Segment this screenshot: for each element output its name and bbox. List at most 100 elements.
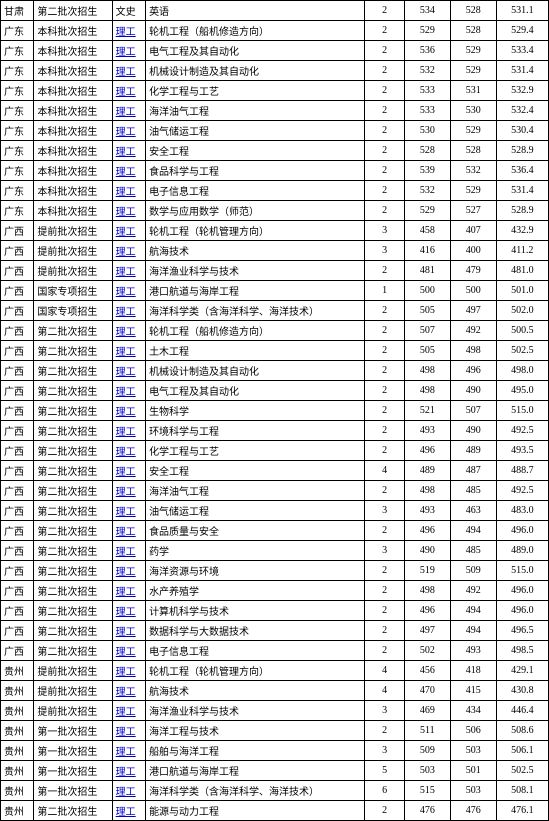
score-low-cell: 529	[450, 181, 496, 201]
category-link[interactable]: 理工	[116, 407, 136, 418]
category-link[interactable]: 理工	[116, 127, 136, 138]
score-low-cell: 489	[450, 441, 496, 461]
score-low-cell: 418	[450, 661, 496, 681]
category-link[interactable]: 理工	[116, 687, 136, 698]
category-link[interactable]: 理工	[116, 87, 136, 98]
category-link[interactable]: 理工	[116, 667, 136, 678]
category-link[interactable]: 理工	[116, 67, 136, 78]
category-link[interactable]: 理工	[116, 747, 136, 758]
score-high-cell: 534	[404, 1, 450, 21]
score-low-cell: 407	[450, 221, 496, 241]
category-link[interactable]: 理工	[116, 227, 136, 238]
score-high-cell: 489	[404, 461, 450, 481]
table-row: 广西第二批次招生理工数据科学与大数据技术2497494496.5	[1, 621, 549, 641]
category-link[interactable]: 理工	[116, 307, 136, 318]
batch-cell: 第二批次招生	[34, 641, 112, 661]
category-link[interactable]: 理工	[116, 487, 136, 498]
major-cell: 海洋油气工程	[146, 481, 365, 501]
category-link[interactable]: 理工	[116, 187, 136, 198]
batch-cell: 第一批次招生	[34, 781, 112, 801]
category-cell: 理工	[112, 661, 145, 681]
major-cell: 计算机科学与技术	[146, 601, 365, 621]
major-cell: 能源与动力工程	[146, 801, 365, 821]
batch-cell: 第二批次招生	[34, 341, 112, 361]
category-link[interactable]: 理工	[116, 627, 136, 638]
table-row: 贵州提前批次招生理工航海技术4470415430.8	[1, 681, 549, 701]
category-link[interactable]: 理工	[116, 587, 136, 598]
category-cell: 理工	[112, 601, 145, 621]
category-cell: 理工	[112, 201, 145, 221]
table-row: 广西提前批次招生理工海洋渔业科学与技术2481479481.0	[1, 261, 549, 281]
batch-cell: 第一批次招生	[34, 721, 112, 741]
table-row: 广西第二批次招生理工土木工程2505498502.5	[1, 341, 549, 361]
category-link[interactable]: 理工	[116, 427, 136, 438]
batch-cell: 第二批次招生	[34, 601, 112, 621]
category-link[interactable]: 理工	[116, 167, 136, 178]
category-link[interactable]: 理工	[116, 207, 136, 218]
table-row: 广东本科批次招生理工机械设计制造及其自动化2532529531.4	[1, 61, 549, 81]
category-cell: 理工	[112, 41, 145, 61]
category-link[interactable]: 理工	[116, 767, 136, 778]
category-link[interactable]: 理工	[116, 107, 136, 118]
count-cell: 2	[365, 521, 405, 541]
province-cell: 广西	[1, 521, 34, 541]
province-cell: 广西	[1, 561, 34, 581]
category-link[interactable]: 理工	[116, 467, 136, 478]
category-link[interactable]: 理工	[116, 447, 136, 458]
batch-cell: 第二批次招生	[34, 501, 112, 521]
category-link[interactable]: 理工	[116, 607, 136, 618]
score-avg-cell: 531.1	[496, 1, 548, 21]
table-row: 贵州第一批次招生理工船舶与海洋工程3509503506.1	[1, 741, 549, 761]
count-cell: 3	[365, 221, 405, 241]
category-link[interactable]: 理工	[116, 347, 136, 358]
category-cell: 理工	[112, 321, 145, 341]
major-cell: 轮机工程（轮机管理方向）	[146, 661, 365, 681]
category-cell: 理工	[112, 181, 145, 201]
table-row: 广西国家专项招生理工海洋科学类（含海洋科学、海洋技术）2505497502.0	[1, 301, 549, 321]
category-link[interactable]: 理工	[116, 707, 136, 718]
category-cell: 理工	[112, 801, 145, 821]
category-link[interactable]: 理工	[116, 807, 136, 818]
count-cell: 2	[365, 201, 405, 221]
score-avg-cell: 498.0	[496, 361, 548, 381]
score-low-cell: 532	[450, 161, 496, 181]
province-cell: 广西	[1, 601, 34, 621]
province-cell: 甘肃	[1, 1, 34, 21]
score-low-cell: 400	[450, 241, 496, 261]
table-row: 广西第二批次招生理工环境科学与工程2493490492.5	[1, 421, 549, 441]
major-cell: 海洋科学类（含海洋科学、海洋技术）	[146, 301, 365, 321]
count-cell: 2	[365, 641, 405, 661]
category-link[interactable]: 理工	[116, 287, 136, 298]
batch-cell: 第二批次招生	[34, 441, 112, 461]
category-link[interactable]: 理工	[116, 727, 136, 738]
category-link[interactable]: 理工	[116, 647, 136, 658]
category-link[interactable]: 理工	[116, 247, 136, 258]
category-link[interactable]: 理工	[116, 367, 136, 378]
score-low-cell: 490	[450, 381, 496, 401]
category-link[interactable]: 理工	[116, 567, 136, 578]
category-link[interactable]: 理工	[116, 387, 136, 398]
category-link[interactable]: 理工	[116, 327, 136, 338]
major-cell: 土木工程	[146, 341, 365, 361]
province-cell: 贵州	[1, 701, 34, 721]
category-link[interactable]: 理工	[116, 507, 136, 518]
province-cell: 广西	[1, 641, 34, 661]
category-link[interactable]: 理工	[116, 47, 136, 58]
count-cell: 3	[365, 501, 405, 521]
category-link[interactable]: 理工	[116, 147, 136, 158]
score-avg-cell: 488.7	[496, 461, 548, 481]
category-link[interactable]: 理工	[116, 267, 136, 278]
score-avg-cell: 476.1	[496, 801, 548, 821]
category-link[interactable]: 理工	[116, 27, 136, 38]
score-avg-cell: 483.0	[496, 501, 548, 521]
province-cell: 广西	[1, 501, 34, 521]
count-cell: 3	[365, 241, 405, 261]
score-high-cell: 500	[404, 281, 450, 301]
category-link[interactable]: 理工	[116, 547, 136, 558]
score-low-cell: 434	[450, 701, 496, 721]
score-low-cell: 494	[450, 601, 496, 621]
category-link[interactable]: 理工	[116, 527, 136, 538]
table-row: 广东本科批次招生理工海洋油气工程2533530532.4	[1, 101, 549, 121]
score-low-cell: 531	[450, 81, 496, 101]
category-link[interactable]: 理工	[116, 787, 136, 798]
